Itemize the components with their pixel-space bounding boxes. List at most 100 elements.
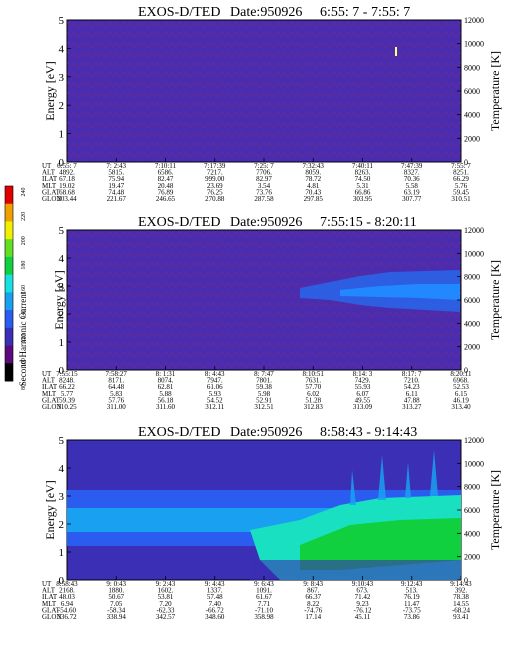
table-cell: 9: 0:43	[106, 580, 126, 588]
y2-tick-label: 0	[464, 158, 468, 167]
table-cell: 8:58:43	[56, 580, 78, 588]
table-cell: 313.40	[451, 403, 471, 411]
table-cell: 5.93	[209, 390, 222, 398]
table-cell: 867.	[307, 587, 320, 595]
y-tick-label: 3	[59, 491, 65, 503]
table-cell: 9:10:43	[352, 580, 374, 588]
table-cell: 47.88	[404, 396, 420, 404]
table-cell: 11.47	[404, 600, 420, 608]
table-cell: 392.	[455, 587, 468, 595]
panel-3-green-core	[300, 518, 461, 570]
table-cell: 8:10:51	[303, 370, 325, 378]
y2-tick-label: 12000	[464, 436, 484, 445]
table-cell: 313.09	[353, 403, 373, 411]
table-cell: 303.95	[353, 195, 373, 203]
table-row-label: MLT	[42, 600, 57, 608]
table-cell: -74.76	[304, 606, 323, 614]
table-cell: 312.51	[254, 403, 274, 411]
y-tick-label: 4	[59, 253, 65, 265]
y-tick-label: 4	[59, 463, 65, 475]
table-cell: 6.07	[356, 390, 369, 398]
table-cell: 64.48	[108, 383, 124, 391]
colorbar-frame	[4, 185, 14, 382]
table-cell: 7801.	[256, 377, 272, 385]
colorbar-tick-label: 160	[21, 285, 27, 294]
table-cell: 52.91	[256, 396, 272, 404]
table-cell: 7:32:43	[303, 162, 325, 170]
table-cell: 673.	[356, 587, 369, 595]
table-cell: 63.19	[404, 188, 420, 196]
table-cell: 6.02	[307, 390, 320, 398]
y2-tick-label: 6000	[464, 87, 480, 96]
y-tick-label: 5	[59, 15, 65, 27]
table-cell: 311.00	[107, 403, 126, 411]
panel-3-low-band	[250, 560, 461, 580]
y2-tick-label: 0	[464, 576, 468, 585]
y-tick-label: 4	[59, 43, 65, 55]
colorbar: Second Harmonic Current 80 100 120 140 160 18…	[4, 185, 28, 390]
table-cell: 55.93	[355, 383, 371, 391]
panel-2-time-range: 7:55:15 - 8:20:11	[320, 215, 417, 230]
table-cell: 78.38	[453, 593, 469, 601]
table-cell: 7.05	[110, 600, 123, 608]
table-cell: 66.86	[355, 188, 371, 196]
y-tick-label: 1	[59, 337, 65, 349]
y-tick-label: 0	[59, 157, 65, 169]
table-row-label: GLAT	[42, 396, 61, 404]
table-cell: 310.25	[57, 403, 77, 411]
y2-tick-label: 10000	[464, 459, 484, 468]
table-cell: 9:12:43	[401, 580, 423, 588]
table-cell: 7:55: 7	[451, 162, 471, 170]
table-cell: 8248.	[59, 377, 75, 385]
colorbar-tick-label: 180	[21, 261, 27, 270]
table-cell: 57.48	[207, 593, 223, 601]
table-cell: 57.70	[305, 383, 321, 391]
panel-2-title: EXOS-D/TED	[138, 215, 220, 230]
table-cell: 57.76	[108, 396, 124, 404]
table-cell: 310.51	[451, 195, 471, 203]
table-cell: 49.55	[355, 396, 371, 404]
colorbar-segment	[5, 345, 13, 364]
table-cell: 5.76	[455, 182, 468, 190]
table-row-label: MLT	[42, 182, 57, 190]
table-cell: 7.40	[209, 600, 222, 608]
table-cell: 76.25	[207, 188, 223, 196]
y-tick-label: 0	[59, 365, 65, 377]
table-cell: 73.86	[404, 613, 420, 621]
table-cell: 7:17:39	[204, 162, 226, 170]
table-row-label: GLON	[42, 403, 61, 411]
table-cell: 7: 2:43	[106, 162, 126, 170]
table-cell: 76.19	[404, 593, 420, 601]
y2-tick-label: 10000	[464, 40, 484, 49]
table-cell: 203.44	[57, 195, 77, 203]
table-cell: 75.94	[108, 175, 124, 183]
table-cell: 19.02	[59, 182, 75, 190]
table-cell: 358.98	[254, 613, 274, 621]
table-cell: 54.23	[404, 383, 420, 391]
table-cell: 336.72	[57, 613, 77, 621]
table-cell: 311.60	[156, 403, 175, 411]
table-cell: 59.39	[59, 396, 75, 404]
table-cell: 70.43	[305, 188, 321, 196]
table-cell: 7706.	[256, 169, 272, 177]
table-cell: 9: 8:43	[303, 580, 323, 588]
table-cell: -66.72	[206, 606, 225, 614]
table-row-label: ILAT	[42, 175, 58, 183]
y2-tick-label: 6000	[464, 506, 480, 515]
table-cell: -54.60	[58, 606, 77, 614]
table-cell: 70.36	[404, 175, 420, 183]
panel-2-ylabel: Energy [eV]	[52, 270, 66, 329]
y2-tick-label: 12000	[464, 16, 484, 25]
table-cell: 5815.	[108, 169, 124, 177]
table-cell: 66.37	[305, 593, 321, 601]
table-cell: 54.52	[207, 396, 223, 404]
y2-tick-label: 2000	[464, 134, 480, 143]
table-cell: 6.94	[61, 600, 74, 608]
table-cell: 59.45	[453, 188, 469, 196]
panel-1-time-range: 6:55: 7 - 7:55: 7	[320, 5, 410, 20]
panel-1-ylabel: Energy [eV]	[43, 61, 57, 120]
table-cell: 313.27	[402, 403, 422, 411]
table-cell: 5.58	[406, 182, 419, 190]
panel-1-date: Date:950926	[230, 5, 302, 20]
